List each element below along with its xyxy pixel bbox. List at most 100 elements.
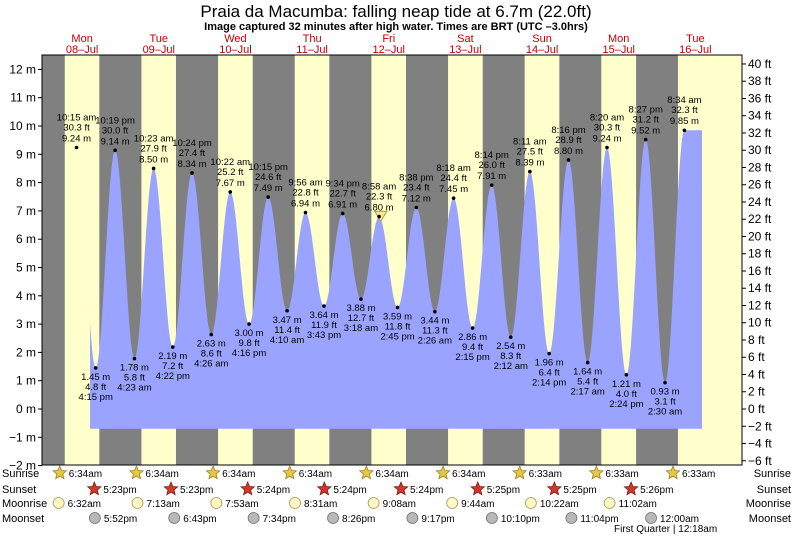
day-date: 13–Jul [449,44,481,56]
sunrise-icon [435,464,451,480]
moonrise-icon [52,497,65,509]
sunrise-icon [511,464,528,480]
high-tide-metres: 7.67 m [216,178,245,189]
day-date: 09–Jul [143,44,175,56]
high-tide-time: 8:34 am [667,95,701,106]
moonset-time: 10:10pm [501,514,540,525]
sunset-icon [316,480,333,496]
high-tide-metres: 9.14 m [101,136,130,147]
day-date: 16–Jul [679,44,711,56]
moonset-icon [565,512,578,524]
high-tide-time: 10:24 pm [172,138,212,149]
low-tide-metres: 2.54 m [496,341,525,352]
low-tide-feet: 11.9 ft [311,320,337,331]
tide-point [414,205,419,210]
low-tide-metres: 1.96 m [535,358,564,369]
high-tide-time: 8:18 am [436,163,470,174]
high-tide-time: 8:58 am [362,182,396,193]
moonrise-time: 9:08am [383,499,416,510]
high-tide-feet: 26.0 ft [478,160,505,171]
high-tide-time: 8:20 am [590,113,624,124]
moonset-icon [88,512,101,524]
sunset-time: 5:24pm [410,485,443,496]
low-tide-metres: 3.59 m [383,311,412,322]
y-right-tick-label: 2 ft [748,385,765,399]
y-left-tick-label: 3 m [16,317,36,331]
moonrise-icon [524,497,537,509]
high-tide-feet: 32.3 ft [671,105,698,116]
high-tide-time: 10:15 pm [248,162,288,173]
low-tide-feet: 3.1 ft [654,397,675,408]
sunset-time: 5:25pm [563,485,596,496]
high-tide-time: 8:16 pm [551,125,585,136]
day-name: Mon [608,33,629,45]
tide-point [489,183,494,187]
high-tide-feet: 27.9 ft [140,143,167,154]
y-left-tick-label: 10 m [9,119,36,133]
high-tide-metres: 9.52 m [631,126,660,137]
sunrise-time: 6:34am [452,469,485,480]
sunrise-icon [665,464,681,480]
axes: 12 m 11 m 10 m 9 m 8 m 7 m 6 m 5 m 4 m 3 m 2 m 1 m 0… [9,54,772,473]
moonrise-time: 9:44am [461,499,494,510]
high-tide-metres: 8.39 m [515,158,544,169]
low-tide-feet: 7.2 ft [162,361,183,372]
high-tide-time: 10:19 pm [95,115,135,126]
tide-point [605,145,609,150]
sunset-time: 5:23pm [103,485,136,496]
sunrise-time: 6:34am [69,469,102,480]
low-tide-time: 2:14 pm [532,378,566,389]
sunrise-time: 6:33am [605,469,638,480]
moonset-time: 12:00am [660,514,699,525]
low-tide-feet: 6.4 ft [539,368,560,379]
y-right-tick-label: 30 ft [748,143,772,157]
y-right-tick-label: 4 ft [748,367,765,381]
y-right-tick-label: 38 ft [748,74,772,88]
sunrise-row-label-right: Sunrise [754,468,791,480]
moonset-time: 5:52pm [104,514,137,525]
y-left-tick-label: 9 m [16,147,36,161]
low-tide-time: 2:26 am [418,336,452,347]
tide-point [132,356,137,361]
sunrise-icon [588,464,605,480]
y-right-tick-label: 10 ft [748,316,772,330]
high-tide-metres: 7.45 m [439,184,468,195]
high-tide-metres: 9.24 m [592,134,621,145]
day-name: Tue [150,33,169,45]
low-tide-time: 2:45 pm [380,331,414,342]
sunrise-time: 6:33am [682,469,715,480]
moonset-row-label-right: Moonset [749,513,791,525]
low-tide-time: 2:17 am [571,387,605,398]
sunrise-time: 6:34am [299,469,332,480]
low-tide-feet: 11.3 ft [422,326,448,337]
moonset-icon [168,512,181,524]
moonset-time: 9:17pm [421,514,454,525]
chart-title: Praia da Macumba: falling neap tide at 6… [200,2,591,21]
high-tide-feet: 23.4 ft [403,183,430,194]
y-left-tick-label: 11 m [10,91,36,105]
tide-point [322,304,326,308]
low-tide-time: 4:23 am [117,383,151,394]
y-right-tick-label: 20 ft [748,229,772,243]
y-right-tick-label: −6 ft [748,454,772,468]
moonset-time: 6:43pm [183,514,216,525]
tide-point [624,372,629,377]
day-headers: Mon08–JulTue09–JulWed10–JulThu11–JulFri1… [66,33,712,56]
moonset-icon [327,512,339,524]
high-tide-time: 10:23 am [134,133,174,144]
tide-point [663,380,667,385]
sunrise-icon [205,464,221,480]
sunset-icon [239,480,256,496]
high-tide-metres: 7.91 m [477,171,506,182]
low-tide-metres: 0.93 m [651,387,680,398]
sunrise-row-label: Sunrise [2,468,39,480]
high-tide-feet: 27.5 ft [517,147,544,158]
low-tide-time: 2:24 pm [609,399,643,410]
tide-point [285,308,289,313]
y-right-tick-label: 32 ft [748,126,772,140]
y-left-tick-label: 5 m [16,261,36,275]
sunset-icon [623,480,639,496]
low-tide-time: 2:30 am [648,407,682,418]
low-tide-feet: 4.0 ft [616,389,637,400]
